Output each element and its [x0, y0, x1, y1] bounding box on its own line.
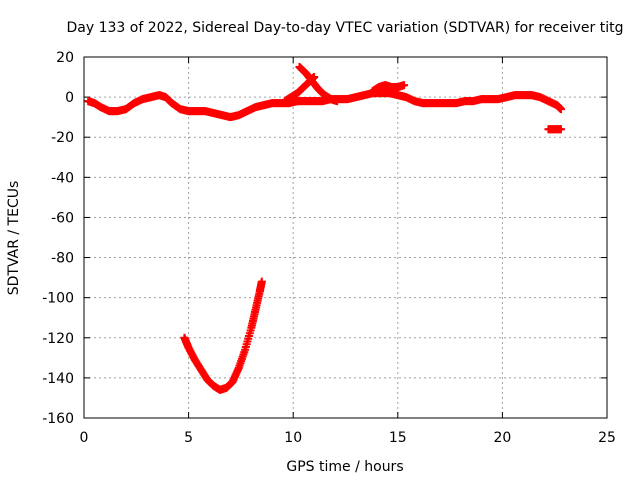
y-tick-label: 20 [56, 50, 74, 66]
x-tick-label: 0 [80, 430, 89, 446]
y-tick-label: -120 [42, 331, 74, 347]
chart-title: Day 133 of 2022, Sidereal Day-to-day VTE… [67, 20, 624, 36]
data-points [84, 63, 565, 394]
series-descending-segment [295, 63, 342, 106]
data-point [333, 97, 342, 106]
x-axis-label: GPS time / hours [286, 459, 403, 475]
y-tick-label: -40 [51, 170, 74, 186]
data-point [556, 105, 565, 114]
y-tick-label: -60 [51, 210, 74, 226]
x-tick-label: 10 [284, 430, 302, 446]
y-tick-label: -160 [42, 411, 74, 427]
x-tick-label: 15 [389, 430, 407, 446]
data-point [400, 81, 409, 90]
x-tick-labels: 0 5 10 15 20 25 [80, 430, 616, 446]
y-axis-label: SDTVAR / TECUs [6, 181, 22, 296]
data-point [556, 125, 565, 134]
y-tick-label: -100 [42, 291, 74, 307]
series-bump-segment [368, 81, 409, 96]
x-tick-label: 20 [493, 430, 511, 446]
y-tick-label: -20 [51, 130, 74, 146]
y-tick-label: -140 [42, 371, 74, 387]
series-deep-dip [180, 277, 266, 394]
x-tick-label: 25 [598, 430, 616, 446]
data-point [257, 277, 266, 286]
y-tick-label: 0 [65, 90, 74, 106]
x-tick-label: 5 [184, 430, 193, 446]
plot-frame [83, 56, 608, 419]
y-tick-labels: -160 -140 -120 -100 -80 -60 -40 -20 0 20 [42, 50, 74, 427]
series-late-offset-segment [544, 125, 565, 134]
y-tick-label: -80 [51, 251, 74, 267]
